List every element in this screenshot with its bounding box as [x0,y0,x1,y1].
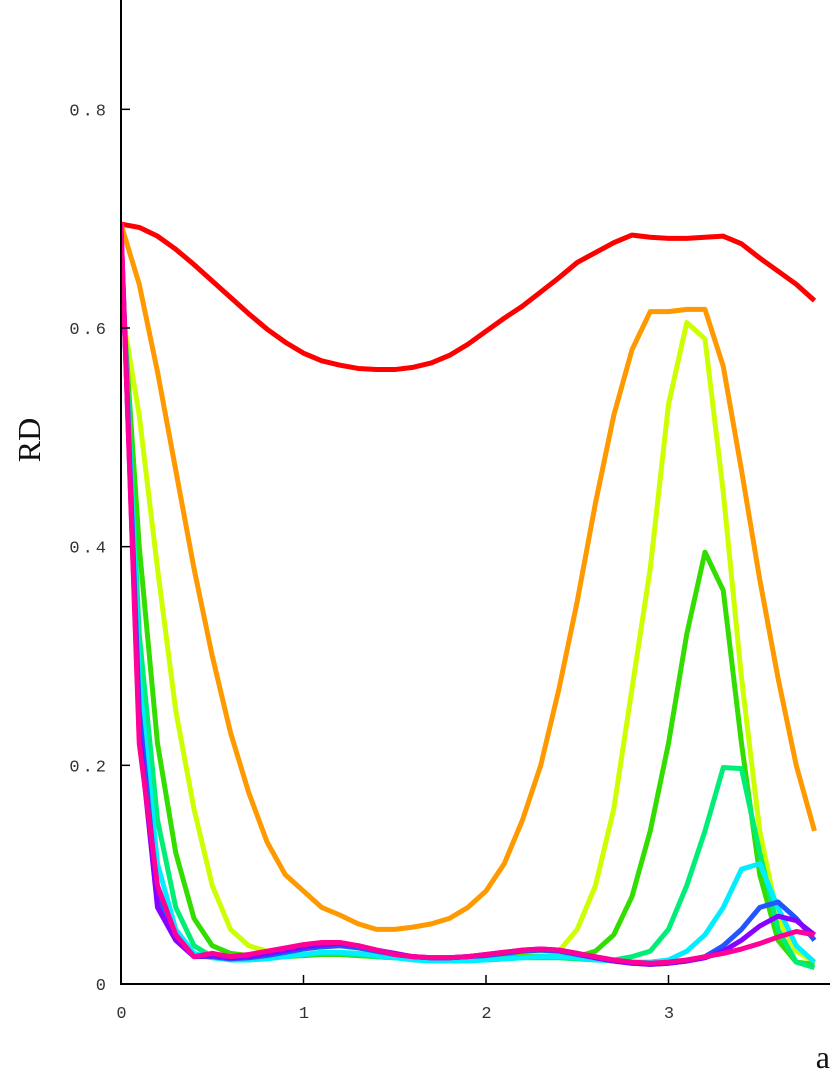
plot-area [121,221,817,970]
line [121,240,817,965]
y-tick-label: 0 [96,977,109,996]
x-tick-label: 2 [481,1005,494,1024]
x-tick-label: 0 [116,1005,129,1024]
line [121,305,816,965]
line [121,229,817,967]
line [121,224,815,966]
x-tick-label: 1 [299,1005,312,1024]
line [121,251,816,970]
line [121,223,817,932]
y-axis-title: RD [11,418,47,462]
y-tick-label: 0.2 [69,758,109,777]
y-tick-label: 0.6 [69,321,109,340]
y-tick-label: 0.8 [69,102,109,121]
line [121,221,817,373]
line [121,229,817,967]
y-tick-label: 0.4 [69,540,109,559]
x-axis-title: a [816,1039,830,1075]
x-tick-label: 3 [664,1005,677,1024]
